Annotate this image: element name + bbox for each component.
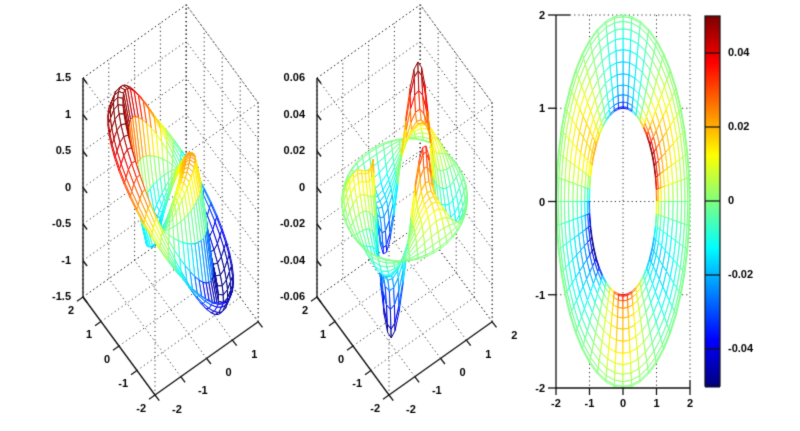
- colorbar-panel: [700, 0, 800, 431]
- error-surface-3d-panel: [265, 0, 530, 431]
- error-top-view-panel: [530, 0, 700, 431]
- mode-shape-3d-panel: [0, 0, 265, 431]
- error-top-view-canvas: [530, 0, 700, 431]
- error-surface-3d-canvas: [265, 0, 530, 431]
- mode-shape-3d-canvas: [0, 0, 265, 431]
- colorbar-canvas: [700, 0, 800, 431]
